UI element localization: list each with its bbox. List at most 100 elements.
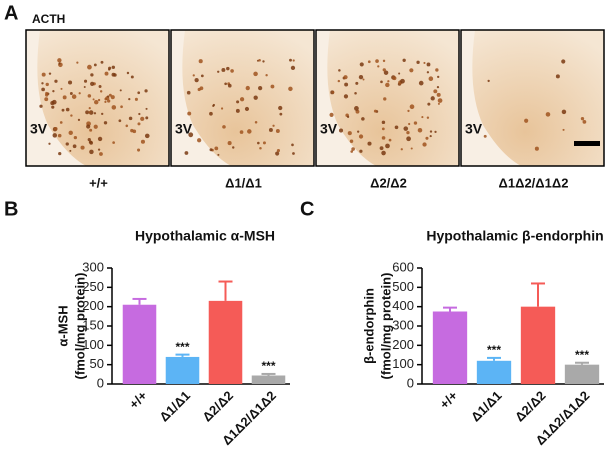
y-tick-label: 250: [82, 279, 104, 294]
stained-cell: [77, 118, 81, 122]
stained-cell: [97, 148, 101, 151]
stained-cell: [358, 74, 364, 80]
stained-cell: [406, 136, 411, 142]
stained-cell: [119, 89, 122, 92]
stained-cell: [418, 80, 424, 86]
stained-cell: [421, 116, 424, 119]
stained-cell: [62, 95, 67, 100]
stained-cell: [106, 95, 110, 98]
stained-cell: [402, 58, 406, 62]
stained-cell: [278, 105, 283, 111]
stained-cell: [70, 114, 73, 117]
stained-cell: [534, 146, 539, 151]
stained-cell: [426, 71, 430, 74]
stained-cell: [270, 84, 275, 89]
stained-cell: [377, 65, 380, 68]
stained-cell: [409, 68, 414, 73]
y-axis-label: β-endorphin: [361, 288, 376, 364]
stained-cell: [120, 105, 123, 109]
stained-cell: [257, 141, 260, 145]
stained-cell: [45, 91, 49, 95]
stained-cell: [112, 141, 115, 144]
stained-cell: [48, 72, 52, 75]
stained-cell: [72, 144, 77, 149]
stained-cell: [398, 72, 401, 75]
stained-cell: [144, 133, 150, 139]
stained-cell: [145, 116, 149, 120]
stained-cell: [580, 116, 585, 121]
stained-cell: [58, 62, 61, 65]
stained-cell: [187, 111, 192, 116]
stained-cell: [192, 74, 195, 77]
stained-cell: [426, 116, 430, 119]
stained-cell: [236, 100, 240, 104]
stained-cell: [145, 107, 148, 110]
stained-cell: [253, 71, 258, 77]
stained-cell: [144, 89, 148, 93]
region-label: 3V: [30, 121, 48, 137]
stained-cell: [367, 141, 372, 146]
stained-cell: [381, 150, 386, 156]
stained-cell: [41, 82, 44, 85]
stained-cell: [111, 72, 116, 77]
stained-cell: [400, 78, 405, 84]
stained-cell: [88, 111, 91, 114]
stained-cell: [53, 126, 58, 131]
stained-cell: [197, 138, 202, 143]
stained-cell: [83, 85, 86, 88]
stained-cell: [262, 60, 265, 63]
chart-title: Hypothalamic β-endorphin: [426, 228, 603, 244]
stained-cell: [545, 112, 551, 117]
stained-cell: [68, 80, 73, 85]
y-tick-label: 300: [392, 317, 414, 332]
y-tick-label: 100: [82, 337, 104, 352]
stained-cell: [387, 80, 390, 83]
y-tick-label: 0: [97, 375, 104, 390]
stained-cell: [108, 93, 112, 97]
stained-cell: [194, 78, 199, 83]
stained-cell: [52, 133, 58, 138]
stained-cell: [227, 83, 232, 88]
stained-cell: [359, 62, 364, 67]
stained-cell: [275, 129, 280, 133]
stained-cell: [239, 130, 244, 134]
bar: [520, 306, 556, 384]
stained-cell: [437, 98, 443, 103]
ventricle: [461, 30, 521, 166]
stained-cell: [65, 142, 69, 146]
stained-cell: [126, 71, 130, 75]
stained-cell: [561, 59, 566, 64]
stained-cell: [409, 104, 415, 110]
stained-cell: [89, 128, 93, 132]
stained-cell: [224, 82, 227, 86]
stained-cell: [425, 136, 429, 140]
y-axis-label: (fmol/mg protein): [378, 273, 393, 380]
stained-cell: [354, 106, 359, 111]
stained-cell: [346, 115, 350, 118]
y-tick-label: 0: [407, 375, 414, 390]
stained-cell: [392, 76, 397, 81]
stained-cell: [137, 148, 141, 152]
stained-cell: [212, 104, 215, 107]
stained-cell: [416, 60, 420, 64]
stained-cell: [92, 98, 95, 101]
stained-cell: [99, 90, 103, 93]
stained-cell: [359, 149, 363, 153]
stained-cell: [582, 120, 587, 124]
stained-cell: [128, 116, 133, 121]
stained-cell: [430, 96, 435, 101]
genotype-label: Δ1Δ2/Δ1Δ2: [499, 175, 569, 190]
stained-cell: [57, 58, 62, 63]
stained-cell: [104, 100, 107, 104]
panel-label: A: [4, 2, 18, 24]
stained-cell: [65, 107, 70, 112]
stained-cell: [110, 95, 115, 100]
stained-cell: [198, 59, 203, 64]
stained-cell: [111, 105, 117, 110]
stained-cell: [100, 60, 104, 64]
stained-cell: [41, 72, 46, 77]
stained-cell: [93, 112, 97, 115]
stained-cell: [57, 133, 62, 138]
stained-cell: [97, 98, 101, 102]
stained-cell: [381, 120, 386, 125]
